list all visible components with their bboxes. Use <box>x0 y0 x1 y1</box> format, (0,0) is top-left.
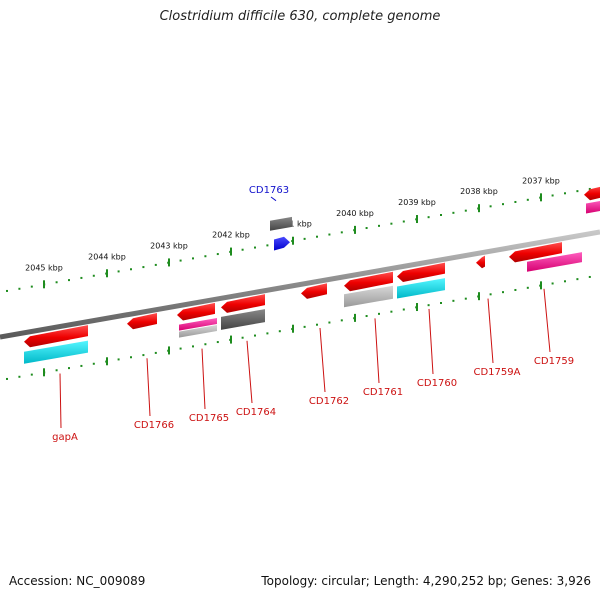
gene-leader-line <box>319 327 326 393</box>
genome-backbone <box>0 229 600 340</box>
tick-label: 2042 kbp <box>212 231 250 240</box>
tick-label: 2044 kbp <box>88 252 126 261</box>
gene-label: CD1764 <box>236 407 276 418</box>
gene-leader-line <box>487 298 494 364</box>
gene-leader-line <box>146 358 151 417</box>
gene-arrow-reverse <box>177 302 215 321</box>
gene-label: CD1766 <box>134 420 174 431</box>
gene-leader-line <box>270 196 277 202</box>
topology-summary: Topology: circular; Length: 4,290,252 bp… <box>261 574 591 588</box>
tick-label: 2037 kbp <box>522 176 560 185</box>
gene-layer <box>24 186 600 364</box>
feature-box-other <box>344 285 393 308</box>
gene-label: gapA <box>52 432 78 443</box>
tick-mark-lower <box>478 292 480 301</box>
feature-box-cds <box>397 278 445 299</box>
tick-mark-upper <box>168 258 170 267</box>
tick-label: 2043 kbp <box>150 241 188 250</box>
gene-label: CD1759 <box>534 356 574 367</box>
gene-label: CD1760 <box>417 378 457 389</box>
gene-arrow-forward <box>274 236 290 251</box>
accession-text: Accession: NC_009089 <box>9 574 146 588</box>
gene-leader-line <box>428 308 434 375</box>
tick-mark-upper <box>540 193 542 202</box>
gene-arrow-reverse <box>397 262 445 283</box>
tick-mark-lower <box>43 368 45 377</box>
gene-arrow-reverse <box>127 313 157 330</box>
gene-arrow-reverse <box>476 255 485 269</box>
label-layer: gapA CD1766 CD1765 CD1764 CD1763 CD1762 CD1761… <box>52 185 574 443</box>
tick-label: 2040 kbp <box>336 209 374 218</box>
gene-label: CD1765 <box>189 413 229 424</box>
tick-mark-upper <box>478 204 480 213</box>
tick-mark-lower <box>168 346 170 355</box>
feature-box-cds <box>24 340 88 364</box>
gene-label: CD1761 <box>363 387 403 398</box>
feature-box-rna <box>179 318 217 331</box>
gene-label: CD1763 <box>249 185 289 196</box>
gene-label: CD1762 <box>309 396 349 407</box>
gene-leader-line <box>59 373 62 429</box>
gene-leader-line <box>374 318 380 384</box>
gene-arrow-reverse <box>344 271 393 292</box>
tick-label: 2045 kbp <box>25 263 63 272</box>
feature-box-other <box>221 309 265 330</box>
lower-scale-track <box>6 275 591 380</box>
tick-label: 2041 kbp <box>274 220 312 229</box>
tick-mark-lower <box>540 281 542 290</box>
feature-box-other <box>179 325 217 338</box>
tick-mark-lower <box>416 303 418 312</box>
tick-mark-upper <box>292 236 294 245</box>
tick-layer: 2045 kbp 2044 kbp 2043 kbp 2042 kbp 2041 kbp… <box>6 176 591 380</box>
gene-arrow-reverse <box>301 283 327 299</box>
tick-label: 2038 kbp <box>460 187 498 196</box>
tick-mark-upper <box>230 247 232 256</box>
backbone-layer <box>0 229 600 340</box>
feature-box-rna <box>527 252 582 272</box>
tick-mark-upper <box>354 225 356 234</box>
feature-box-rna <box>586 200 600 214</box>
upper-scale-track <box>6 187 591 292</box>
tick-mark-lower <box>106 357 108 366</box>
gene-arrow-reverse <box>584 186 600 201</box>
map-title: Clostridium difficile 630, complete geno… <box>159 9 441 24</box>
tick-mark-upper <box>43 280 45 289</box>
tick-label: 2039 kbp <box>398 198 436 207</box>
gene-leader-line <box>201 348 206 410</box>
gene-arrow-reverse <box>509 242 562 263</box>
gene-label: CD1759A <box>474 367 521 378</box>
gene-arrow-reverse <box>24 325 88 348</box>
gene-leader-line <box>543 288 551 353</box>
gene-arrow-reverse <box>221 294 265 313</box>
gene-leader-line <box>246 340 253 404</box>
tick-mark-upper <box>106 269 108 278</box>
tick-mark-upper <box>416 215 418 224</box>
tick-mark-lower <box>292 324 294 333</box>
feature-box-other <box>270 216 292 231</box>
tick-mark-lower <box>354 313 356 322</box>
tick-mark-lower <box>230 335 232 344</box>
